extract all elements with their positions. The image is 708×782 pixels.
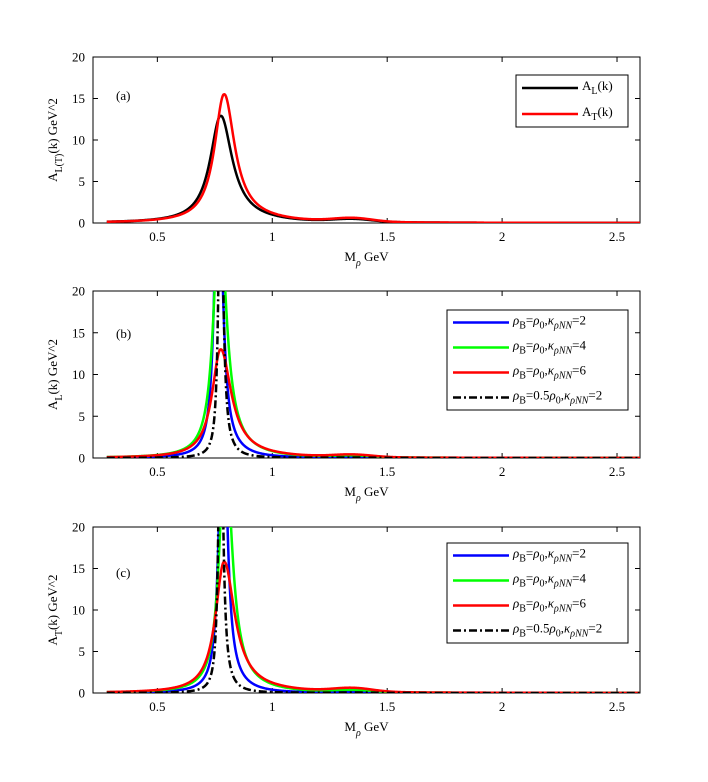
series-group (106, 93, 640, 223)
legend-entry: ρB=ρ0,κρNN=2 (512, 546, 586, 565)
y-tick-label: 10 (72, 133, 85, 148)
legend-entry: ρB=ρ0,κρNN=6 (512, 363, 586, 382)
x-axis-label: Mρ GeV (344, 484, 389, 504)
x-tick-label: 1 (269, 464, 276, 479)
series-group (106, 527, 640, 693)
panel-label: (c) (116, 565, 130, 580)
y-tick-label: 5 (79, 644, 86, 659)
panel-b: 0.5 1 1.5 2 2.5 0 5 10 15 20 Mρ GeV AL(k) GeV^2 (b) ρ… (45, 284, 641, 504)
x-tick-label: 2.5 (609, 699, 625, 714)
x-tick-label: 0.5 (149, 464, 165, 479)
x-axis-label: Mρ GeV (344, 719, 389, 739)
y-tick-label: 10 (72, 603, 85, 618)
panel-label: (b) (116, 326, 131, 341)
y-tick-label: 20 (72, 50, 85, 65)
legend-entry: ρB=ρ0,κρNN=4 (512, 571, 586, 590)
series-line (106, 93, 640, 223)
x-tick-label: 1.5 (379, 699, 395, 714)
y-axis-label: AL(k) GeV^2 (45, 339, 65, 410)
x-tick-label: 2 (499, 229, 506, 244)
y-tick-label: 15 (72, 325, 85, 340)
x-tick-label: 1 (269, 699, 276, 714)
legend-box (446, 309, 629, 411)
legend-entry: AT(k) (582, 104, 613, 123)
y-tick-label: 5 (79, 409, 86, 424)
y-tick-label: 20 (72, 520, 85, 535)
series-group (106, 291, 640, 458)
x-tick-label: 1.5 (379, 229, 395, 244)
legend-box (446, 542, 629, 644)
y-tick-label: 15 (72, 561, 85, 576)
legend-entry: ρB=ρ0,κρNN=4 (512, 338, 586, 357)
x-tick-label: 1 (269, 229, 276, 244)
y-tick-label: 0 (79, 451, 86, 466)
y-tick-label: 10 (72, 367, 85, 382)
panel-c: 0.5 1 1.5 2 2.5 0 5 10 15 20 Mρ GeV AT(k) GeV^2 (c) ρ… (45, 520, 641, 739)
series-line (106, 291, 640, 458)
legend: ρB=ρ0,κρNN=2 ρB=ρ0,κρNN=4 ρB=ρ0,κρNN=6 ρB=0… (446, 309, 629, 411)
x-tick-label: 2 (499, 699, 506, 714)
x-tick-label: 1.5 (379, 464, 395, 479)
legend-entry: ρB=0.5ρ0,κρNN=2 (512, 621, 602, 640)
legend-box (515, 74, 629, 128)
legend-entry: AL(k) (582, 78, 613, 97)
x-tick-label: 0.5 (149, 229, 165, 244)
panel-a: 0.5 1 1.5 2 2.5 0 5 10 15 20 Mρ GeV AL(T)(k) GeV^2 (… (45, 50, 641, 269)
y-tick-label: 15 (72, 91, 85, 106)
legend-entry: ρB=0.5ρ0,κρNN=2 (512, 388, 602, 407)
panel-label: (a) (116, 88, 130, 103)
x-tick-label: 2 (499, 464, 506, 479)
y-axis-label: AL(T)(k) GeV^2 (45, 98, 65, 182)
y-tick-label: 20 (72, 284, 85, 299)
series-line (106, 527, 640, 693)
legend: AL(k) AT(k) (515, 74, 629, 128)
x-tick-label: 2.5 (609, 464, 625, 479)
y-axis-label: AT(k) GeV^2 (45, 574, 65, 645)
y-tick-label: 0 (79, 216, 86, 231)
x-tick-label: 2.5 (609, 229, 625, 244)
legend-entry: ρB=ρ0,κρNN=6 (512, 596, 586, 615)
legend: ρB=ρ0,κρNN=2 ρB=ρ0,κρNN=4 ρB=ρ0,κρNN=6 ρB=0… (446, 542, 629, 644)
x-axis-label: Mρ GeV (344, 249, 389, 269)
x-tick-label: 0.5 (149, 699, 165, 714)
legend-entry: ρB=ρ0,κρNN=2 (512, 313, 586, 332)
y-tick-label: 0 (79, 686, 86, 701)
y-tick-label: 5 (79, 174, 86, 189)
series-line (106, 114, 640, 223)
